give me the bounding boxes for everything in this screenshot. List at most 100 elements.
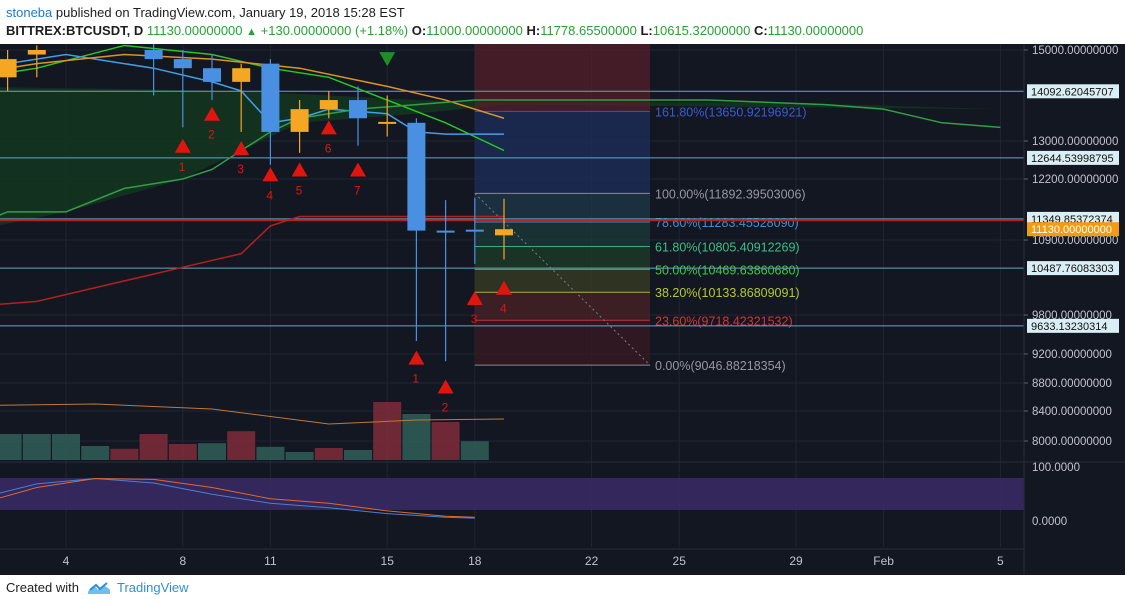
current-price-tag bbox=[1027, 222, 1119, 237]
fib-level-label: 78.60%(11283.45528090) bbox=[655, 216, 799, 230]
price-axis-background bbox=[1024, 44, 1125, 575]
last-price: 11130.00000000 bbox=[146, 23, 243, 38]
y-tick-label: 8000.00000000 bbox=[1032, 436, 1112, 448]
price-level-tag bbox=[1027, 261, 1119, 276]
price-level-tag-text: 10487.76083303 bbox=[1031, 263, 1114, 275]
candle-body bbox=[378, 121, 397, 124]
low-value: 10615.32000000 bbox=[652, 23, 751, 38]
fib-level-label: 50.00%(10469.63860680) bbox=[655, 263, 800, 277]
arrow-number-label: 7 bbox=[354, 184, 361, 198]
arrow-number-label: 2 bbox=[208, 128, 215, 142]
fib-level-label: 23.60%(9718.42321532) bbox=[655, 314, 793, 328]
fib-zone bbox=[474, 246, 650, 270]
red-up-arrow-icon bbox=[233, 141, 250, 156]
fib-zone bbox=[474, 193, 650, 223]
chart-header: stoneba published on TradingView.com, Ja… bbox=[0, 0, 1125, 44]
footer: Created with TradingView bbox=[0, 575, 1125, 605]
fib-level-label: 161.80%(13650.92196921) bbox=[655, 105, 807, 119]
volume-bar bbox=[431, 422, 460, 460]
y-tick-label: 13000.00000000 bbox=[1032, 136, 1118, 148]
volume-bar bbox=[402, 414, 431, 460]
x-tick-label: 8 bbox=[179, 554, 186, 568]
rsi-tick-label: 0.0000 bbox=[1032, 516, 1067, 528]
candle-body bbox=[173, 59, 192, 69]
red-up-arrow-icon bbox=[437, 379, 454, 394]
candle-body bbox=[290, 109, 309, 132]
red-up-arrow-icon bbox=[262, 167, 279, 182]
fib-zone bbox=[474, 320, 650, 366]
current-price-tag-text: 11130.00000000 bbox=[1031, 224, 1112, 236]
x-tick-label: 11 bbox=[264, 554, 277, 568]
x-tick-label: 18 bbox=[468, 554, 482, 568]
price-change: +130.00000000 (+1.18%) bbox=[260, 23, 409, 38]
candle-body bbox=[495, 229, 513, 236]
x-tick-label: Feb bbox=[873, 554, 894, 568]
green-down-arrow-icon bbox=[379, 52, 396, 67]
price-level-tag-text: 12644.53998795 bbox=[1031, 153, 1114, 165]
close-label: C: bbox=[753, 23, 768, 38]
red-up-arrow-icon bbox=[466, 290, 483, 305]
fib-zone bbox=[474, 269, 650, 293]
tradingview-logo-icon bbox=[88, 582, 110, 594]
rsi-tick-label: 100.0000 bbox=[1032, 462, 1080, 474]
low-label: L: bbox=[640, 23, 653, 38]
high-value: 11778.65500000 bbox=[540, 23, 637, 38]
fib-zone bbox=[474, 111, 650, 194]
fib-level-label: 0.00%(9046.88218354) bbox=[655, 359, 786, 373]
author-link[interactable]: stoneba bbox=[6, 5, 53, 20]
indicator-line bbox=[0, 53, 505, 119]
chart-canvas[interactable]: 161.80%(13650.92196921) 100.00%(11892.395… bbox=[0, 44, 1125, 575]
volume-bar bbox=[344, 450, 372, 460]
candle-body bbox=[203, 68, 221, 82]
volume-bar bbox=[227, 431, 256, 460]
fib-zone bbox=[474, 292, 650, 321]
volume-bar bbox=[139, 434, 168, 460]
fib-zone bbox=[474, 44, 650, 112]
x-tick-label: 4 bbox=[63, 554, 70, 568]
red-up-arrow-icon bbox=[408, 350, 425, 365]
arrow-number-label: 4 bbox=[500, 302, 507, 316]
candle-body bbox=[27, 50, 46, 55]
y-tick-label: 12200.00000000 bbox=[1032, 174, 1118, 186]
red-up-arrow-icon bbox=[291, 162, 308, 177]
rsi-band bbox=[0, 478, 1024, 510]
symbol-label: BITTREX:BTCUSDT, D bbox=[6, 23, 144, 38]
volume-bar bbox=[52, 434, 80, 460]
y-tick-label: 8800.00000000 bbox=[1032, 378, 1112, 390]
price-level-tag-text: 9633.13230314 bbox=[1031, 321, 1107, 333]
candle-body bbox=[436, 230, 455, 233]
published-text: published on TradingView.com, January 19… bbox=[55, 5, 405, 20]
candle-body bbox=[261, 63, 280, 132]
fib-level-label: 38.20%(10133.86809091) bbox=[655, 286, 800, 300]
candle-body bbox=[407, 122, 426, 231]
x-tick-label: 29 bbox=[789, 554, 803, 568]
candle-body bbox=[349, 100, 367, 119]
candle-body bbox=[0, 59, 17, 78]
arrow-number-label: 1 bbox=[179, 160, 186, 174]
open-label: O: bbox=[411, 23, 427, 38]
high-label: H: bbox=[526, 23, 541, 38]
red-up-arrow-icon bbox=[320, 120, 337, 135]
ohlc-line: BITTREX:BTCUSDT, D 11130.00000000 ▲ +130… bbox=[6, 23, 863, 38]
volume-bar bbox=[373, 402, 402, 460]
arrow-number-label: 5 bbox=[296, 184, 303, 198]
arrow-number-label: 6 bbox=[325, 141, 332, 155]
x-tick-label: 5 bbox=[997, 554, 1004, 568]
fib-level-label: 61.80%(10805.40912269) bbox=[655, 240, 800, 254]
y-tick-label: 8400.00000000 bbox=[1032, 406, 1112, 418]
volume-bar bbox=[168, 444, 197, 460]
tradingview-brand-link[interactable]: TradingView bbox=[117, 580, 189, 595]
candle-body bbox=[465, 229, 484, 232]
x-tick-label: 22 bbox=[585, 554, 599, 568]
arrow-number-label: 2 bbox=[442, 401, 449, 415]
arrow-number-label: 4 bbox=[266, 188, 273, 202]
volume-ma-line bbox=[0, 403, 505, 425]
price-level-tag bbox=[1027, 318, 1119, 333]
volume-bar bbox=[110, 448, 139, 460]
y-tick-label: 9200.00000000 bbox=[1032, 349, 1112, 361]
y-tick-label: 10900.00000000 bbox=[1032, 235, 1118, 247]
volume-bar bbox=[256, 446, 285, 460]
price-level-tag bbox=[1027, 84, 1119, 99]
rsi-line bbox=[0, 477, 475, 518]
volume-bar bbox=[198, 443, 226, 460]
